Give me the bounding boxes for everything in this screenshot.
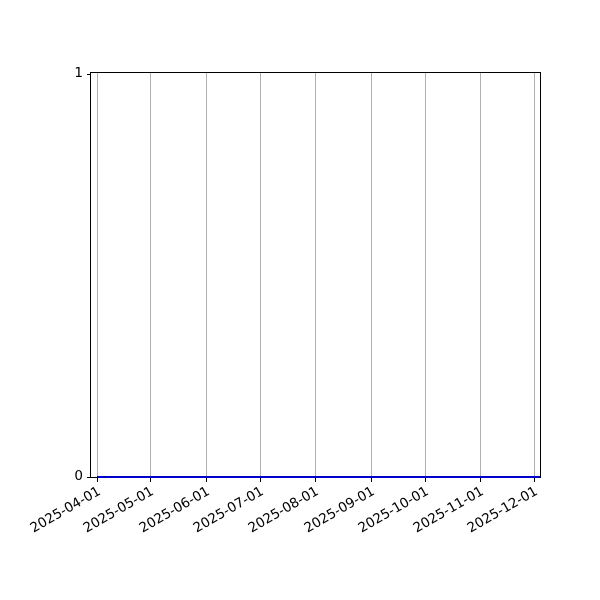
x-gridline <box>96 73 98 477</box>
y-tick-label: 1 <box>74 65 83 81</box>
x-gridline <box>259 73 261 477</box>
x-gridline <box>150 73 152 477</box>
x-gridline <box>205 73 207 477</box>
x-tick-mark <box>370 477 372 482</box>
x-gridline <box>480 73 482 477</box>
x-tick-mark <box>205 477 207 482</box>
plot-area <box>90 72 541 478</box>
x-tick-mark <box>259 477 261 482</box>
x-gridline <box>315 73 317 477</box>
x-gridline <box>534 73 535 477</box>
x-tick-mark <box>480 477 482 482</box>
y-tick-mark <box>86 73 91 75</box>
x-tick-mark <box>534 477 535 482</box>
y-tick-mark <box>86 476 91 478</box>
x-tick-mark <box>424 477 426 482</box>
x-tick-mark <box>315 477 317 482</box>
x-gridline <box>370 73 372 477</box>
x-tick-mark <box>96 477 98 482</box>
data-series-line <box>97 476 540 478</box>
x-gridline <box>424 73 426 477</box>
x-tick-mark <box>150 477 152 482</box>
y-tick-label: 0 <box>74 468 83 484</box>
